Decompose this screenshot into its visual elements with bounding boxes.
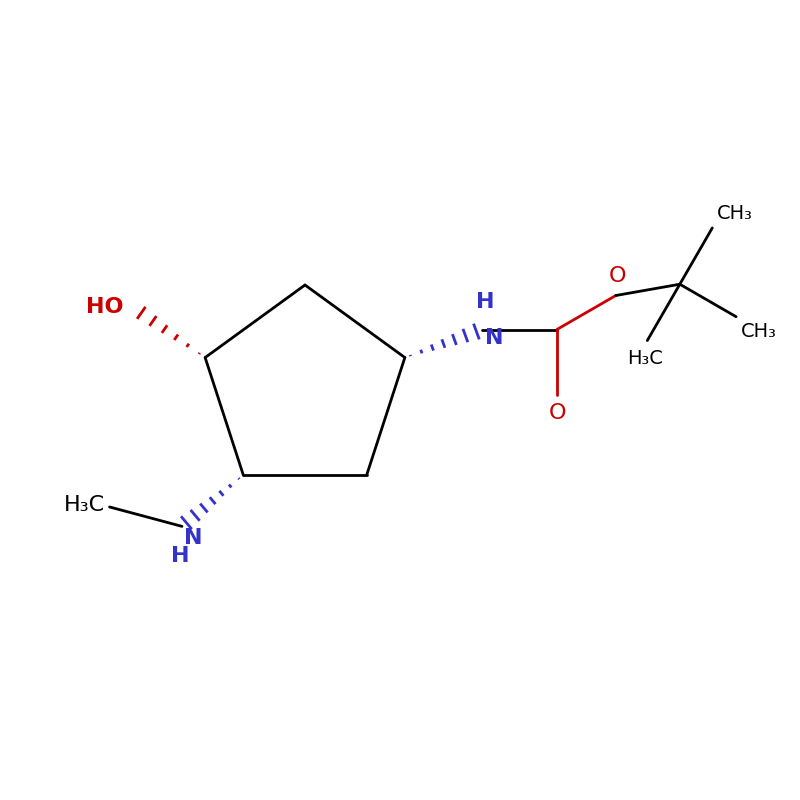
Text: O: O [549, 402, 566, 422]
Text: H₃C: H₃C [63, 495, 105, 515]
Text: O: O [609, 266, 626, 286]
Text: H₃C: H₃C [627, 349, 663, 367]
Text: HO: HO [86, 297, 123, 317]
Text: CH₃: CH₃ [741, 322, 777, 341]
Text: N: N [485, 327, 503, 347]
Text: N: N [184, 528, 202, 548]
Text: H: H [476, 291, 494, 311]
Text: H: H [170, 546, 190, 566]
Text: CH₃: CH₃ [718, 204, 753, 223]
